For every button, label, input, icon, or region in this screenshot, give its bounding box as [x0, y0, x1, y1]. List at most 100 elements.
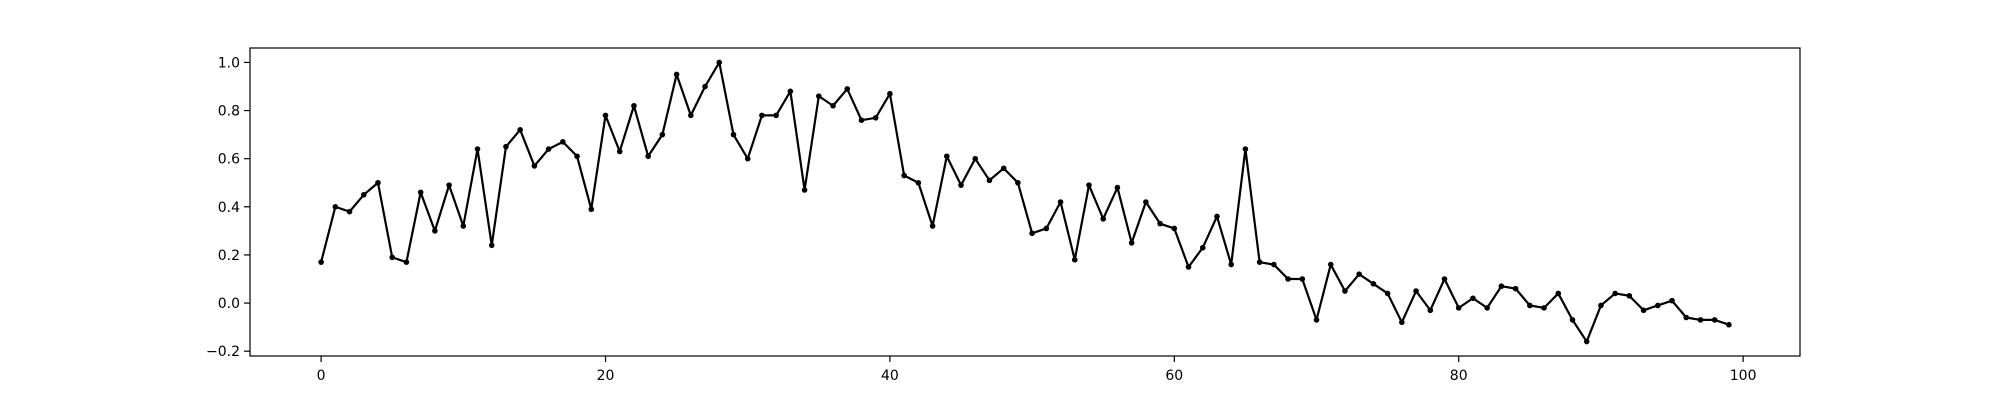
y-tick-label: 1.0 [218, 55, 240, 71]
y-tick-label: −0.2 [206, 344, 240, 360]
data-point [1598, 302, 1604, 309]
data-point [1342, 288, 1348, 294]
y-tick-label: 0.4 [218, 200, 240, 216]
data-point [1498, 283, 1505, 290]
data-point [432, 228, 438, 234]
data-point [1555, 290, 1562, 297]
data-point [588, 206, 595, 213]
data-point [1441, 276, 1448, 282]
data-point [1313, 317, 1320, 323]
data-point [958, 182, 964, 188]
data-point [503, 143, 509, 150]
y-tick-label: 0.8 [218, 104, 240, 120]
data-point [1071, 256, 1078, 263]
y-tick-label: 0.6 [218, 152, 240, 168]
y-tick-label: 0.2 [218, 248, 240, 264]
data-point [787, 88, 794, 95]
data-point [318, 259, 324, 265]
x-axis: 0 20 40 60 80 100 [317, 356, 1757, 384]
data-point [1697, 317, 1704, 323]
data-point [872, 114, 879, 121]
series-line-1 [320, 61, 1730, 343]
data-point [1057, 199, 1064, 205]
data-point [1484, 305, 1490, 311]
data-point [659, 131, 666, 138]
data-point [1455, 305, 1462, 311]
data-point [759, 112, 765, 119]
data-point [1569, 317, 1576, 323]
data-point [574, 153, 580, 160]
data-point [1683, 314, 1690, 321]
data-point [986, 177, 993, 184]
data-point [1711, 317, 1718, 323]
data-point [801, 187, 808, 193]
data-point [360, 191, 367, 198]
x-tick-label: 80 [1450, 368, 1468, 384]
x-tick-label: 100 [1730, 368, 1757, 384]
x-tick-label: 40 [881, 368, 899, 384]
data-point [858, 117, 865, 123]
data-point [915, 179, 922, 186]
data-point [929, 223, 936, 229]
x-tick-label: 20 [597, 368, 615, 384]
data-point [1583, 338, 1590, 345]
data-point [1612, 290, 1618, 297]
data-point [560, 139, 566, 145]
data-point [716, 59, 723, 66]
data-point [1626, 293, 1633, 299]
data-point [474, 146, 481, 152]
data-point [816, 93, 822, 99]
data-point [1327, 261, 1334, 268]
data-point [602, 112, 609, 119]
data-point [1299, 276, 1306, 282]
data-point [1029, 230, 1035, 237]
data-point [1285, 276, 1291, 282]
data-point [673, 71, 680, 78]
data-point [1015, 179, 1021, 186]
data-point [1143, 199, 1149, 205]
data-point [1399, 319, 1405, 326]
data-point [688, 112, 694, 119]
axes-frame [249, 47, 1801, 357]
y-axis: −0.2 0.0 0.2 0.4 0.6 0.8 1.0 [206, 55, 250, 360]
data-point [417, 189, 424, 196]
data-point [1640, 307, 1647, 314]
data-point [830, 102, 836, 109]
plot-area [318, 59, 1732, 345]
data-point [517, 127, 523, 133]
data-point [1100, 216, 1107, 222]
data-point [332, 204, 339, 210]
data-point [972, 155, 979, 162]
data-point [1541, 305, 1547, 311]
data-point [1370, 281, 1377, 287]
data-point [346, 208, 353, 215]
data-point [773, 112, 779, 119]
data-point [1512, 285, 1519, 292]
data-point [1199, 244, 1206, 251]
data-point [1242, 146, 1249, 152]
data-point [446, 182, 452, 188]
data-point [1356, 271, 1362, 277]
data-point [730, 131, 737, 138]
data-point [1527, 302, 1533, 309]
data-point [1470, 295, 1476, 302]
data-point [1228, 261, 1234, 268]
data-point [616, 148, 623, 155]
data-point [844, 86, 851, 92]
data-point [531, 163, 538, 169]
data-point [1427, 307, 1434, 314]
data-point [1171, 225, 1178, 232]
data-point [943, 153, 950, 160]
data-point [1669, 297, 1675, 304]
data-point [389, 254, 396, 261]
data-point [1157, 220, 1163, 227]
data-point [1655, 302, 1661, 309]
x-tick-label: 60 [1165, 368, 1183, 384]
data-point [645, 153, 651, 160]
data-point [375, 179, 381, 186]
y-tick-label: 0.0 [218, 296, 240, 312]
data-point [1384, 290, 1391, 297]
data-point [1413, 288, 1419, 294]
